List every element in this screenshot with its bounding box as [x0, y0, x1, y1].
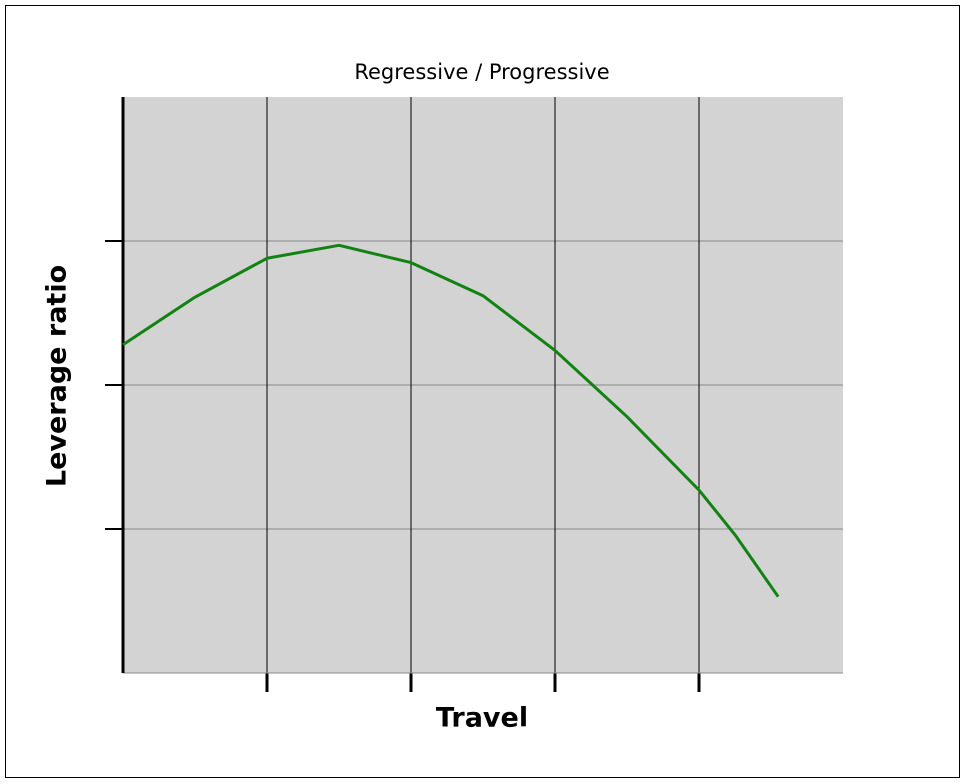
chart-title: Regressive / Progressive	[354, 60, 609, 84]
x-axis-label: Travel	[436, 703, 528, 734]
data-line	[122, 243, 780, 598]
y-axis-label: Leverage ratio	[42, 265, 73, 487]
